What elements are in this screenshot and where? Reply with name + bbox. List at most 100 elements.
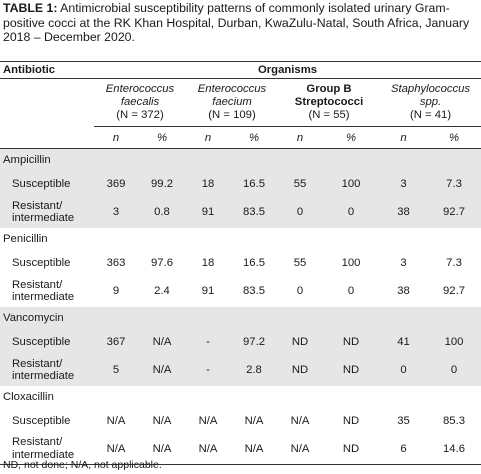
table-row: Resistant/intermediate 3 0.8 91 83.5 0 0 38 92.7 xyxy=(0,196,481,228)
table-cell: 100 xyxy=(322,171,380,197)
row-label: Susceptible xyxy=(0,171,94,197)
table-cell: 0 xyxy=(380,354,427,386)
table-cell: 2.8 xyxy=(230,354,278,386)
table-cell: 6 xyxy=(380,433,427,465)
table-cell: 16.5 xyxy=(243,257,265,269)
table-caption-text: Antimicrobial susceptibility patterns of… xyxy=(3,1,470,45)
percent-header: % xyxy=(427,126,481,149)
table-row: Susceptible 367 N/A -97.2 ND ND 41 100 xyxy=(0,329,481,355)
table-cell: 92.7 xyxy=(427,196,481,228)
table-row: Resistant/intermediate 9 2.4 91 83.5 0 0 38 92.7 xyxy=(0,276,481,307)
table-cell: N/A xyxy=(152,415,172,427)
table-cell: 369 xyxy=(94,171,138,197)
table-cell: 7.3 xyxy=(446,257,462,269)
table-cell: - xyxy=(186,354,230,386)
n-header: n xyxy=(94,126,138,149)
n-header: n xyxy=(278,126,322,149)
table-cell: 99.2 xyxy=(138,171,186,197)
n-header: n xyxy=(380,126,427,149)
column-header-antibiotic: Antibiotic xyxy=(0,61,94,79)
table-cell: 0 xyxy=(427,354,481,386)
percent-header: % xyxy=(230,126,278,149)
table-cell: 367 xyxy=(94,329,138,355)
table-cell: N/A xyxy=(94,433,138,465)
table-cell: 9 xyxy=(112,285,120,297)
organism-header: Staphylococcus spp. (N = 41) xyxy=(380,78,481,127)
table-cell: 7.3 xyxy=(427,171,481,197)
table-caption: TABLE 1: Antimicrobial susceptibility pa… xyxy=(3,1,477,45)
table-cell: 91 xyxy=(186,196,230,228)
table-cell: 0 xyxy=(347,285,355,297)
table-cell: ND xyxy=(278,329,322,355)
table-cell: 3 xyxy=(94,196,138,228)
table-cell: 100 xyxy=(427,329,481,355)
n-header: n xyxy=(186,126,230,149)
table-cell: 0 xyxy=(296,285,304,297)
antibiotic-group-label: Ampicillin xyxy=(0,148,481,172)
percent-header: % xyxy=(322,126,380,149)
table-cell: ND xyxy=(278,354,322,386)
table-cell: N/A xyxy=(106,415,126,427)
table-cell: 41 xyxy=(380,329,427,355)
table-cell: 97.6 xyxy=(151,257,173,269)
table-cell: - xyxy=(186,329,230,355)
susceptibility-table: Antibiotic Organisms Enterococcus faecal… xyxy=(0,61,481,465)
table-cell: 18 xyxy=(186,171,230,197)
table-cell: 5 xyxy=(94,354,138,386)
row-label: Susceptible xyxy=(12,414,71,427)
table-cell: ND xyxy=(342,415,360,427)
table-cell: 2.4 xyxy=(154,285,170,297)
table-cell: ND xyxy=(322,354,380,386)
table-cell: 0 xyxy=(322,196,380,228)
row-label: Susceptible xyxy=(12,256,71,269)
row-label: Susceptible xyxy=(0,329,94,355)
table-cell: 92.7 xyxy=(443,285,466,297)
table-cell: 3 xyxy=(380,171,427,197)
table-cell: 83.5 xyxy=(230,196,278,228)
table-cell: 18 xyxy=(201,257,215,269)
table-cell: ND xyxy=(322,433,380,465)
row-label: Resistant/intermediate xyxy=(0,354,94,386)
table-cell: N/A xyxy=(138,354,186,386)
table-cell: 14.6 xyxy=(427,433,481,465)
table-cell: 83.5 xyxy=(243,285,265,297)
table-cell: N/A xyxy=(138,329,186,355)
table-cell: 55 xyxy=(278,171,322,197)
table-cell: N/A xyxy=(278,433,322,465)
antibiotic-group-label: Vancomycin xyxy=(0,306,481,330)
organism-header: Enterococcus faecalis (N = 372) xyxy=(94,78,186,127)
table-cell: 3 xyxy=(400,257,407,269)
table-cell: 363 xyxy=(106,257,126,269)
table-cell: N/A xyxy=(244,415,264,427)
table-cell: 100 xyxy=(341,257,361,269)
table-cell: N/A xyxy=(230,433,278,465)
table-row: Susceptible 363 97.6 18 16.5 55 100 3 7.3 xyxy=(0,251,481,276)
table-cell: 91 xyxy=(201,285,215,297)
table-cell: 38 xyxy=(397,285,410,297)
row-label: Resistant/intermediate xyxy=(12,278,75,304)
table-cell: 85.3 xyxy=(443,415,466,427)
table-cell: 0 xyxy=(278,196,322,228)
row-label: Resistant/intermediate xyxy=(0,433,94,465)
table-cell: 35 xyxy=(397,415,410,427)
table-row: Susceptible 369 99.2 18 16.5 55 100 3 7.3 xyxy=(0,171,481,197)
table-caption-label: TABLE 1: xyxy=(3,1,58,15)
table-row: Susceptible N/A N/A N/A N/A N/A ND 35 85.3 xyxy=(0,409,481,434)
antibiotic-group-label: Cloxacillin xyxy=(3,391,54,403)
row-label: Resistant/intermediate xyxy=(0,196,94,228)
column-header-organisms: Organisms xyxy=(94,61,481,79)
organism-header: Enterococcus faecium (N = 109) xyxy=(186,78,278,127)
table-cell: 55 xyxy=(293,257,307,269)
table-cell: N/A xyxy=(198,415,218,427)
table-cell: N/A xyxy=(138,433,186,465)
antibiotic-group-label: Penicillin xyxy=(3,233,48,245)
table-cell: N/A xyxy=(186,433,230,465)
table-row: Resistant/intermediate N/A N/A N/A N/A N/A ND 6… xyxy=(0,433,481,465)
table-cell: 16.5 xyxy=(230,171,278,197)
table-cell: N/A xyxy=(290,415,310,427)
table-cell: 97.2 xyxy=(230,329,278,355)
table-footnote: ND, not done; N/A, not applicable. xyxy=(3,459,162,471)
percent-header: % xyxy=(138,126,186,149)
table-row: Resistant/intermediate 5 N/A -2.8 ND ND 0 0 xyxy=(0,354,481,386)
organism-header: Group B Streptococci (N = 55) xyxy=(278,78,380,127)
